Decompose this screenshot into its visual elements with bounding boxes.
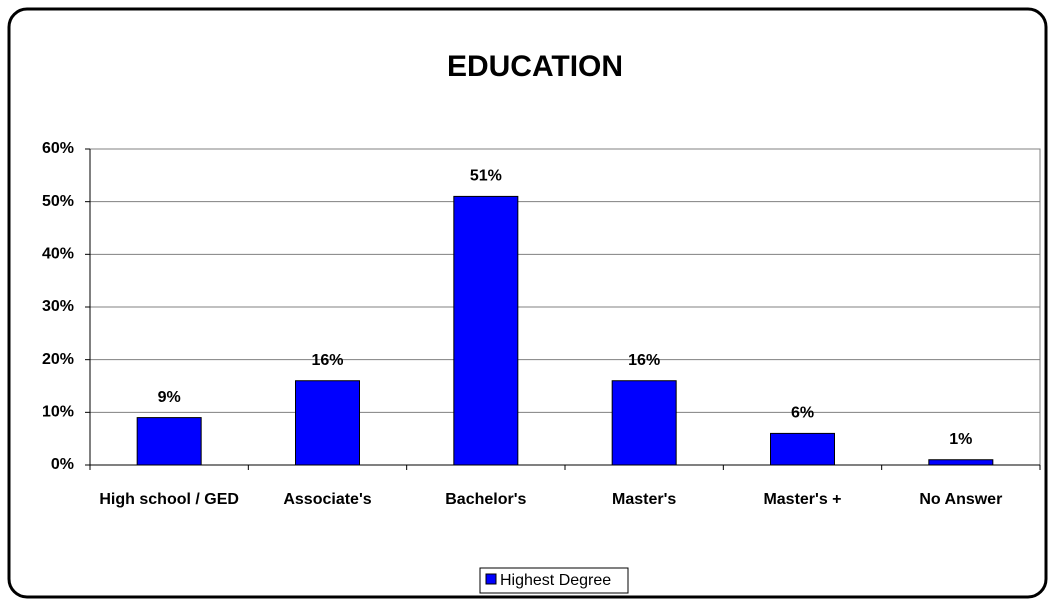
bar: [928, 459, 994, 466]
data-label: 16%: [628, 352, 660, 369]
y-tick-label: 0%: [51, 456, 74, 473]
y-tick-label: 30%: [42, 298, 74, 315]
data-label: 1%: [949, 431, 972, 448]
x-tick-label: Master's +: [763, 491, 842, 508]
x-tick-label: High school / GED: [99, 491, 239, 508]
y-tick-label: 50%: [42, 193, 74, 210]
y-tick-label: 60%: [42, 140, 74, 157]
chart-title: EDUCATION: [447, 50, 623, 83]
bar: [770, 432, 835, 466]
legend-swatch: [485, 573, 497, 585]
data-label: 16%: [311, 352, 343, 369]
legend-box: [479, 567, 629, 594]
bar: [136, 417, 202, 466]
y-tick-label: 40%: [42, 246, 74, 263]
data-label: 6%: [791, 405, 814, 422]
legend-label: Highest Degree: [500, 572, 611, 589]
x-tick-label: Associate's: [283, 491, 372, 508]
data-label: 51%: [470, 168, 502, 185]
bar: [453, 195, 519, 466]
x-tick-label: Bachelor's: [445, 491, 527, 508]
y-tick-label: 10%: [42, 404, 74, 421]
x-tick-label: Master's: [612, 491, 677, 508]
data-label: 9%: [158, 389, 181, 406]
bar: [295, 380, 360, 466]
y-tick-label: 20%: [42, 351, 74, 368]
x-tick-label: No Answer: [919, 491, 1003, 508]
bar: [611, 380, 677, 466]
